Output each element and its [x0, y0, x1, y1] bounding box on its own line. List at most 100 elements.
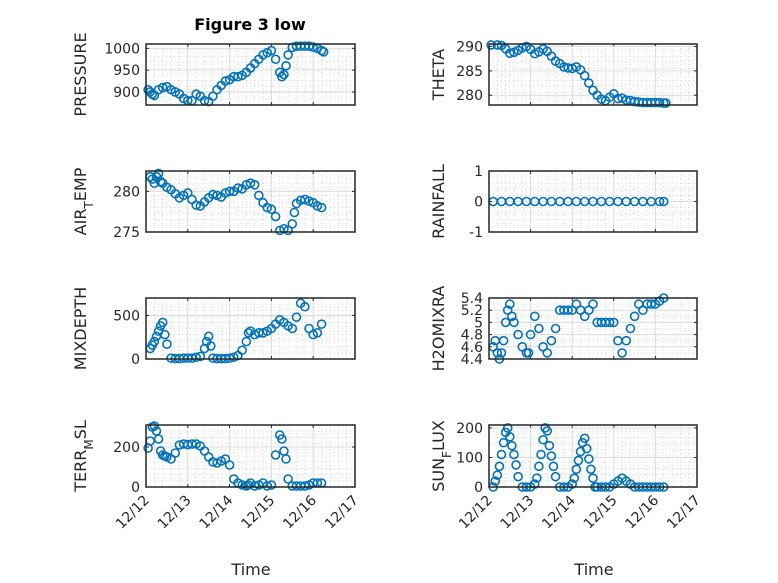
data-point	[312, 328, 323, 338]
data-point	[525, 329, 536, 340]
y-tick-label: 5.2	[461, 303, 483, 319]
axes-box	[488, 297, 698, 360]
data-point	[160, 329, 170, 340]
data-point	[304, 41, 314, 51]
data-point	[546, 335, 557, 346]
data-point	[542, 426, 553, 436]
data-point	[254, 190, 264, 201]
y-tick-label: 1	[474, 164, 483, 180]
data-point	[155, 176, 166, 187]
data-point	[241, 336, 252, 347]
data-point	[625, 323, 636, 334]
data-point	[654, 196, 665, 207]
data-point	[513, 329, 523, 340]
data-point	[277, 434, 287, 444]
data-point	[287, 323, 298, 334]
data-point	[504, 299, 515, 309]
y-tick-label: 280	[456, 88, 483, 104]
data-point	[571, 464, 582, 475]
axes-box	[488, 43, 698, 106]
data-point	[266, 480, 277, 490]
data-point	[249, 481, 260, 491]
axes-theta: 280 285 290 THETA	[429, 39, 698, 108]
data-point	[277, 71, 287, 82]
data-point	[604, 317, 615, 328]
x-axis-label-left: Time	[230, 560, 270, 579]
data-point	[224, 186, 235, 197]
data-point	[283, 50, 293, 60]
y-tick-label: 1000	[104, 41, 140, 57]
axes-box	[488, 424, 698, 488]
data-point	[153, 434, 164, 444]
data-point	[544, 440, 555, 451]
x-tick-label: 12/12	[113, 493, 153, 533]
x-tick-label: 12/14	[197, 492, 237, 532]
data-point	[542, 348, 553, 358]
y-tick-label: 900	[113, 85, 140, 101]
x-axis-label-right: Time	[573, 560, 613, 579]
data-point	[243, 480, 254, 490]
data-point	[316, 319, 327, 329]
data-point	[203, 331, 214, 342]
data-point	[208, 91, 218, 102]
data-point	[617, 348, 627, 358]
data-point	[492, 40, 503, 50]
data-point	[149, 421, 160, 431]
data-point	[157, 317, 168, 328]
y-tick-label: 200	[113, 440, 140, 456]
axes-box	[145, 43, 356, 106]
data-point	[191, 200, 201, 210]
data-point	[224, 460, 235, 470]
axes-mixdepth: 0 500 MIXDEPTH	[71, 287, 356, 370]
data-point	[191, 352, 201, 363]
data-point	[579, 70, 590, 81]
y-tick-label: 5	[474, 315, 483, 331]
axes-box	[145, 170, 356, 233]
axes-box	[488, 170, 698, 233]
y-axis-label: AIRTEMP	[71, 167, 96, 235]
data-point	[195, 351, 206, 362]
x-tick-label: 12/13	[498, 493, 538, 533]
data-point	[205, 341, 216, 351]
data-point	[496, 449, 507, 460]
y-tick-label: 0	[131, 480, 140, 496]
y-tick-label: 4.4	[461, 352, 483, 368]
x-tick-label: 12/16	[622, 492, 662, 532]
x-tick-label: 12/15	[581, 493, 621, 533]
data-point	[281, 454, 291, 464]
axes-air_temp: 275 280 AIRTEMP	[71, 167, 356, 241]
data-point	[532, 473, 542, 483]
data-point	[529, 479, 540, 489]
y-tick-label: 950	[113, 63, 140, 79]
y-tick-label: 500	[113, 308, 140, 324]
data-point	[654, 97, 665, 108]
data-point	[507, 311, 517, 322]
data-point	[509, 317, 519, 328]
data-point	[492, 470, 503, 480]
data-point	[170, 448, 181, 458]
data-point	[283, 225, 293, 236]
data-point	[270, 211, 281, 222]
data-point	[316, 202, 327, 213]
data-point	[660, 98, 671, 108]
data-point	[529, 311, 540, 322]
data-point	[300, 481, 310, 491]
data-point	[486, 40, 496, 50]
data-point	[492, 348, 503, 358]
data-point	[291, 312, 302, 322]
y-tick-label: 5.4	[461, 291, 483, 307]
data-point	[308, 42, 319, 52]
data-point	[567, 479, 578, 489]
y-axis-label: TERRMSL	[71, 420, 96, 493]
data-point	[281, 60, 291, 71]
x-tick-label: 12/14	[539, 492, 579, 532]
data-point	[212, 190, 222, 201]
data-point	[534, 323, 544, 334]
data-point	[287, 219, 298, 229]
data-point	[262, 481, 273, 491]
y-tick-label: 0	[474, 480, 483, 496]
data-point	[312, 201, 323, 211]
axes-box	[145, 297, 356, 360]
y-tick-label: 290	[456, 39, 483, 55]
y-tick-label: 4.8	[461, 328, 483, 344]
